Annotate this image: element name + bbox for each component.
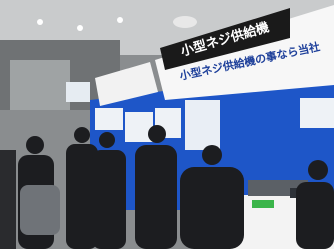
ceiling-light <box>37 19 43 25</box>
backpack <box>20 185 60 235</box>
poster <box>95 108 123 130</box>
booth-photo: 小型ネジ供給機 小型ネジ供給機の事なら当社 <box>0 0 334 249</box>
tray <box>252 200 274 208</box>
back-wall-panel <box>10 60 70 110</box>
poster <box>185 100 220 150</box>
side-sign <box>66 82 90 102</box>
ceiling-light <box>77 25 83 31</box>
person-edge <box>0 150 16 249</box>
spotlight <box>173 16 197 28</box>
poster <box>300 98 334 128</box>
ceiling-light <box>117 17 123 23</box>
